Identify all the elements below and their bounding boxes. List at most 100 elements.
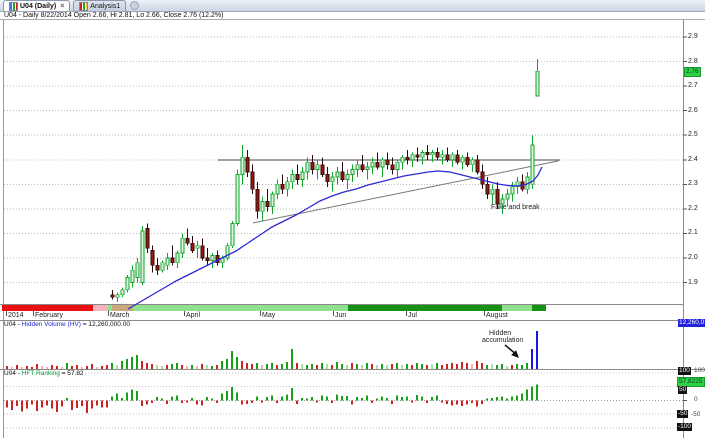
volume-bar xyxy=(216,365,218,369)
candlestick xyxy=(475,159,480,173)
hft-bar xyxy=(386,397,388,401)
volume-bar xyxy=(286,362,288,369)
close-tab-icon[interactable]: × xyxy=(60,2,65,10)
ascending-trendline xyxy=(252,160,559,224)
level-tag-minus50: -50 xyxy=(677,410,689,418)
candlestick xyxy=(385,159,390,166)
volume-bar xyxy=(161,366,163,369)
candlestick xyxy=(260,201,265,212)
hft-bar xyxy=(376,398,378,401)
hft-pane-label: U04 - HFT Ranking = 57.82 xyxy=(4,370,84,377)
volume-bar xyxy=(356,364,358,369)
tab-analysis1[interactable]: Analysis1 xyxy=(73,0,127,11)
price-axis-label: 2.8 xyxy=(688,57,698,65)
candlestick xyxy=(110,294,115,298)
hft-bar xyxy=(396,395,398,401)
candlestick xyxy=(465,156,470,166)
hft-bar xyxy=(506,398,508,401)
hft-bar xyxy=(436,395,438,401)
hft-bar xyxy=(266,397,268,401)
candlestick xyxy=(180,237,185,254)
hidden-accumulation-annotation-line1: Hidden xyxy=(489,330,512,337)
volume-bar xyxy=(91,364,93,369)
hft-bar xyxy=(241,400,243,405)
candlestick xyxy=(310,161,315,170)
hft-bar xyxy=(141,400,143,406)
volume-bar xyxy=(16,365,18,369)
price-axis-label: 2.5 xyxy=(688,131,698,139)
candlestick xyxy=(140,230,145,283)
market-regime-strip-segment xyxy=(2,305,93,311)
price-axis-label: 2.3 xyxy=(688,180,698,188)
volume-bar xyxy=(111,363,113,369)
hft-bar xyxy=(316,400,318,403)
hidden-accumulation-annotation-line2: accumulation xyxy=(482,337,524,344)
volume-bar xyxy=(141,361,143,369)
volume-value-tag: 12,260,0 xyxy=(678,319,705,327)
candlestick xyxy=(160,262,165,271)
candlestick xyxy=(515,181,520,188)
hft-bar xyxy=(176,395,178,401)
hft-bar xyxy=(201,400,203,406)
hft-bar xyxy=(491,397,493,401)
hft-bar xyxy=(336,394,338,401)
volume-bar xyxy=(366,363,368,369)
volume-bar xyxy=(21,367,23,369)
hft-bar xyxy=(446,400,448,404)
new-tab-button[interactable] xyxy=(130,1,140,10)
hft-bar xyxy=(526,389,528,401)
candlestick xyxy=(470,159,475,166)
annotation-arrowhead xyxy=(511,350,519,358)
volume-bar xyxy=(6,366,8,369)
hft-bar xyxy=(161,398,163,401)
hft-bar xyxy=(151,400,153,404)
candlestick xyxy=(325,174,330,183)
candlestick xyxy=(265,201,270,207)
candlestick xyxy=(335,171,340,178)
hft-bar xyxy=(231,386,233,401)
volume-bar xyxy=(271,363,273,369)
hft-bar xyxy=(211,398,213,401)
volume-bar xyxy=(116,365,118,369)
volume-pane-label: U04 - Hidden Volume (HV) = 12,260,000.00 xyxy=(4,321,130,328)
indicator-name: HFT Ranking xyxy=(21,370,60,377)
volume-bar xyxy=(456,364,458,369)
hft-bar xyxy=(166,400,168,404)
volume-bar xyxy=(46,367,48,369)
price-axis-label: 2.6 xyxy=(688,106,698,114)
volume-bar xyxy=(171,364,173,369)
time-axis-label: August xyxy=(486,312,508,319)
volume-bar xyxy=(76,365,78,369)
volume-bar xyxy=(56,366,58,369)
volume-bar xyxy=(181,365,183,369)
volume-bar xyxy=(31,367,33,369)
candlestick xyxy=(440,154,445,158)
volume-bar xyxy=(276,365,278,369)
hft-bar xyxy=(461,400,463,406)
candlestick xyxy=(535,70,540,97)
candlestick xyxy=(195,245,200,249)
volume-bar xyxy=(96,367,98,369)
hft-bar xyxy=(196,400,198,405)
hft-bar xyxy=(531,386,533,401)
volume-bar xyxy=(66,363,68,369)
hft-bar xyxy=(131,389,133,401)
candlestick xyxy=(370,161,375,168)
volume-bar xyxy=(336,362,338,369)
volume-bar xyxy=(406,364,408,369)
symbol-prefix: U04 - xyxy=(4,321,22,328)
hft-bar xyxy=(281,396,283,401)
market-regime-strip-segment xyxy=(502,305,532,311)
volume-bar xyxy=(256,363,258,369)
indicator-value: = 12,260,000.00 xyxy=(80,321,130,328)
symbol-prefix: U04 - xyxy=(4,370,22,377)
hft-bar xyxy=(31,400,33,405)
volume-bar xyxy=(206,365,208,369)
tab-u04-daily[interactable]: U04 (Daily) × xyxy=(3,0,71,11)
volume-bar xyxy=(426,365,428,369)
candlestick xyxy=(135,262,140,278)
volume-bar xyxy=(526,363,528,369)
candlestick xyxy=(530,144,535,185)
candlestick xyxy=(345,174,350,180)
